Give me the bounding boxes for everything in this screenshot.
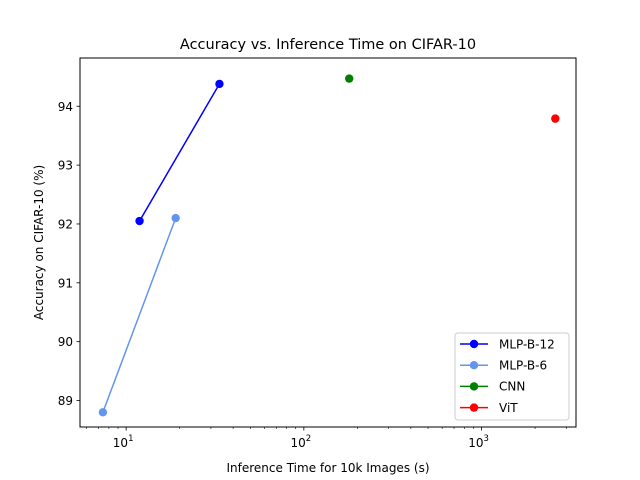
y-tick-label: 89 xyxy=(58,394,73,408)
data-point-mlp-b-6 xyxy=(171,213,180,223)
legend-marker xyxy=(469,361,479,370)
data-point-cnn xyxy=(345,74,354,83)
x-axis: 101 102 103 xyxy=(86,427,567,450)
data-point-mlp-b-6 xyxy=(98,408,108,417)
legend-label: CNN xyxy=(499,380,525,394)
legend-item: ViT xyxy=(460,401,518,415)
data-point-mlp-b-12 xyxy=(215,79,224,89)
y-tick-label: 92 xyxy=(58,217,73,231)
legend-box xyxy=(454,332,570,421)
legend-marker xyxy=(469,382,479,391)
series-line-mlp-b-6 xyxy=(102,217,177,413)
x-axis-label: Inference Time for 10k Images (s) xyxy=(227,461,430,475)
series-mlp-b-12 xyxy=(135,79,224,226)
x-tick-label: 103 xyxy=(468,434,489,450)
series-mlp-b-6 xyxy=(98,213,180,417)
legend-label: MLP-B-6 xyxy=(499,359,547,373)
y-axis: 89 90 91 92 93 94 xyxy=(58,100,80,408)
series-line-mlp-b-12 xyxy=(138,83,221,222)
series-cnn xyxy=(345,74,354,83)
data-point-mlp-b-12 xyxy=(135,216,144,226)
y-axis-label: Accuracy on CIFAR-10 (%) xyxy=(32,165,46,320)
plot-area xyxy=(79,57,577,428)
legend: MLP-B-12 MLP-B-6 CNN ViT xyxy=(454,332,570,421)
legend-marker xyxy=(469,339,479,349)
legend-label: ViT xyxy=(499,401,518,415)
series-vit xyxy=(551,114,560,123)
legend-item: CNN xyxy=(460,380,525,394)
legend-marker xyxy=(469,403,479,412)
y-tick-label: 93 xyxy=(58,159,73,173)
x-tick-label: 102 xyxy=(290,434,311,450)
legend-label: MLP-B-12 xyxy=(499,337,555,351)
legend-item: MLP-B-6 xyxy=(460,359,547,373)
x-tick-label: 101 xyxy=(113,434,134,450)
y-tick-label: 91 xyxy=(58,276,73,290)
series-layer xyxy=(98,74,560,417)
y-tick-label: 94 xyxy=(58,100,73,114)
chart-title: Accuracy vs. Inference Time on CIFAR-10 xyxy=(180,37,476,53)
data-point-vit xyxy=(551,114,560,123)
legend-item: MLP-B-12 xyxy=(460,337,555,351)
y-tick-label: 90 xyxy=(58,335,73,349)
